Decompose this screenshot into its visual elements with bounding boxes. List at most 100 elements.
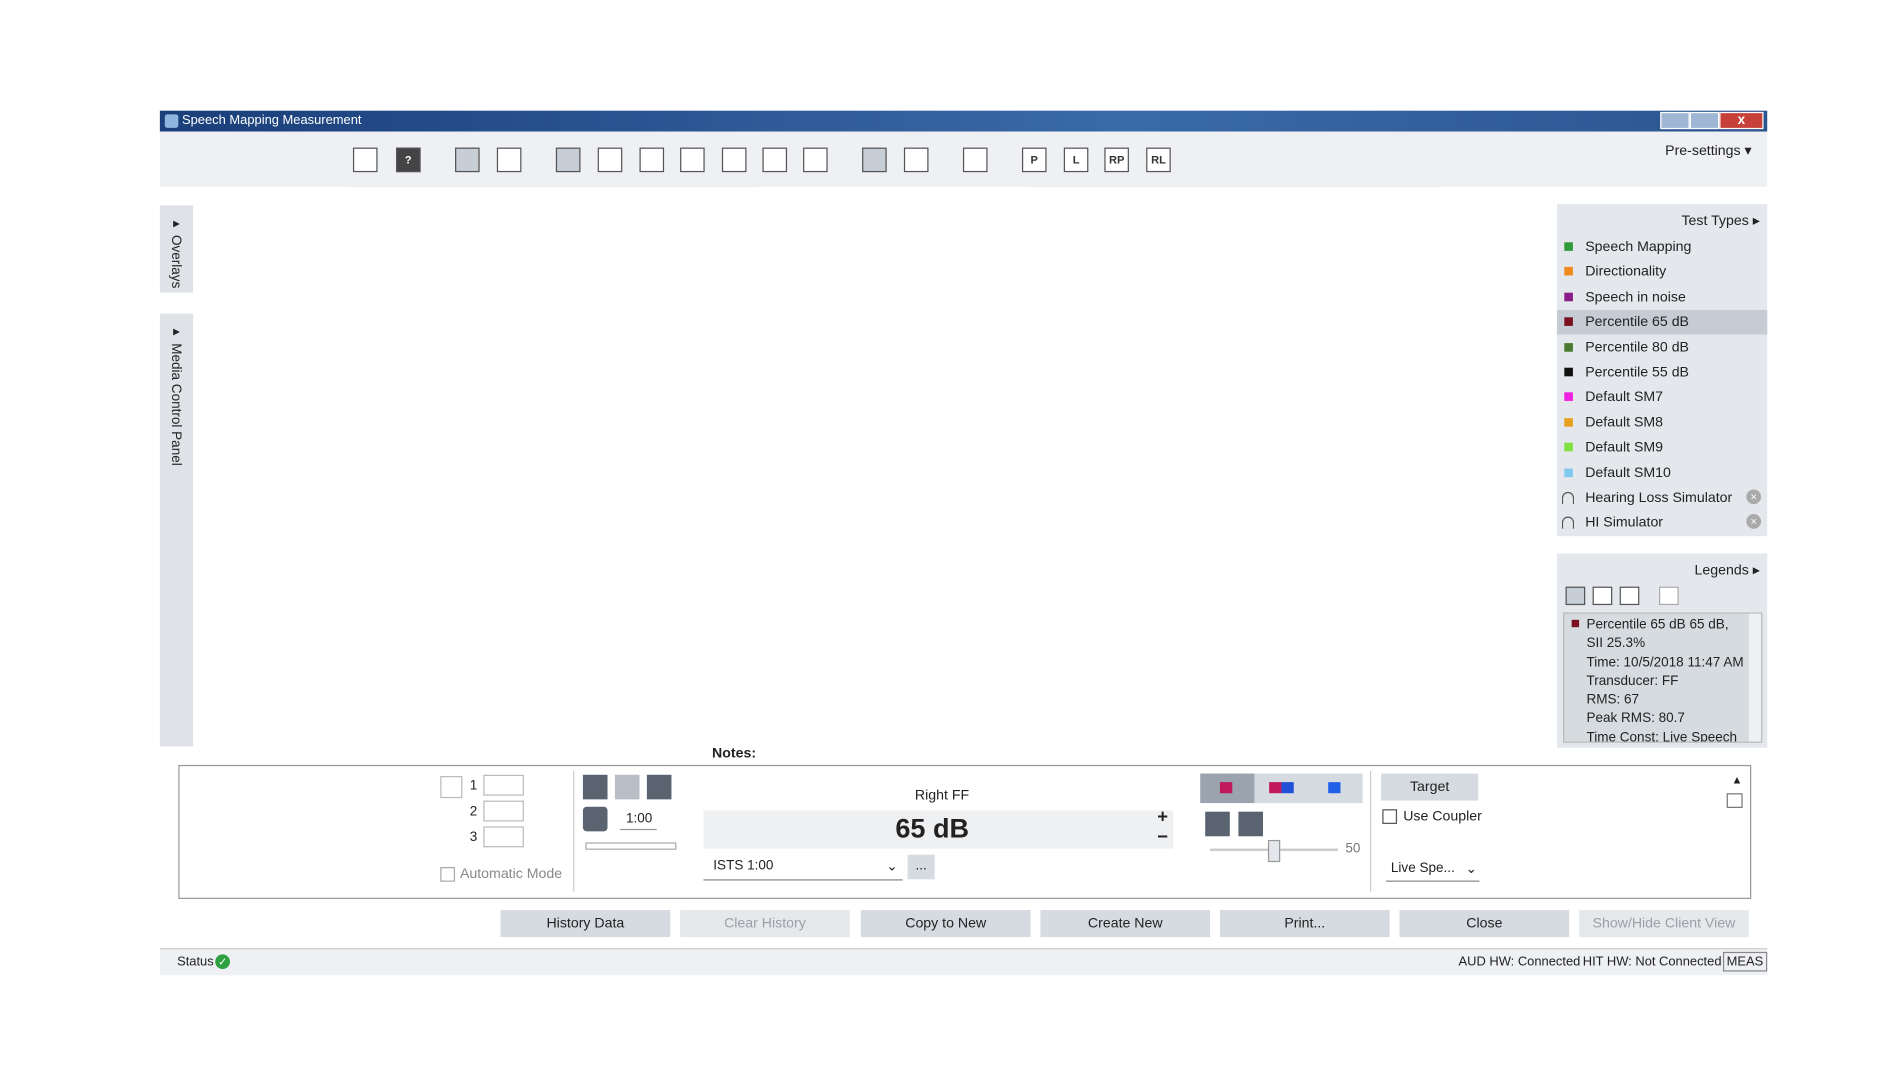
presettings-label: Pre-settings [1665,143,1741,159]
toolbar-button[interactable]: ? [395,147,421,173]
test-type-label: Speech Mapping [1585,239,1692,255]
action-button[interactable]: Copy to New [860,910,1031,938]
toolbar-button[interactable]: L [1063,147,1089,173]
live-dropdown[interactable]: Live Spe... ⌄ [1385,860,1480,882]
collapse-arrow[interactable]: ▲ [1731,773,1743,786]
action-button[interactable]: History Data [500,910,671,938]
toolbar-button[interactable] [455,147,480,173]
ear-swatch [1269,782,1282,794]
legends-title: Legends [1694,563,1749,579]
level-display: 65 dB + − [703,806,1174,849]
presettings-menu[interactable]: Pre-settings ▾ [1665,143,1752,159]
toolbar-button[interactable] [639,147,665,173]
legend-icon[interactable] [1619,586,1640,606]
remove-icon[interactable]: × [1746,514,1762,530]
automatic-checkbox[interactable] [440,867,456,882]
legend-scrollbar[interactable] [1748,613,1762,742]
test-type-item[interactable]: × Hearing Loss Simulator [1557,486,1767,511]
toolbar-button[interactable] [496,147,522,173]
test-type-label: Default SM7 [1585,390,1664,406]
action-button[interactable]: Close [1399,910,1570,938]
level-minus[interactable]: − [1157,826,1169,848]
media-label: ▸ Media Control Panel [168,323,184,466]
test-type-item[interactable]: Speech Mapping [1557,235,1767,260]
test-types-panel: Test Types ▸ Speech Mapping Directionalit… [1556,204,1768,537]
test-type-item[interactable]: × HI Simulator [1557,511,1767,536]
test-type-item[interactable]: Percentile 80 dB [1557,335,1767,360]
test-type-swatch [1564,442,1573,452]
toolbar-button[interactable] [803,147,828,173]
more-button[interactable]: ... [907,854,935,880]
toolbar-button[interactable] [721,147,747,173]
ear-right-button[interactable] [1200,773,1255,804]
test-type-item[interactable]: Default SM10 [1557,461,1767,486]
record-button[interactable] [646,774,672,800]
toolbar-button[interactable] [178,148,203,173]
test-type-item[interactable]: Directionality [1557,260,1767,285]
signal-dropdown[interactable]: ISTS 1:00 ⌄ [703,855,903,881]
toolbar-button[interactable]: RL [1146,147,1171,173]
toolbar-button[interactable]: RP [1104,147,1129,173]
status-ok-icon: ✓ [215,954,230,970]
test-type-label: Percentile 65 dB [1585,315,1689,330]
detach-icon[interactable] [1726,793,1743,808]
toolbar-button[interactable] [762,147,788,173]
media-text: Media Control Panel [168,343,184,466]
overlays-tab[interactable]: ▸ Overlays [159,205,194,293]
toolbar-button[interactable] [597,147,623,173]
test-type-item[interactable]: Speech in noise [1557,285,1767,310]
slot-field[interactable] [483,800,524,822]
toolbar-button[interactable] [294,148,319,173]
target-button[interactable]: Target [1381,773,1479,801]
signal-value: ISTS 1:00 [713,858,774,874]
remove-icon[interactable]: × [1746,489,1762,505]
media-tab[interactable]: ▸ Media Control Panel [159,313,194,747]
toolbar-button[interactable] [251,148,276,173]
test-type-item[interactable]: Percentile 65 dB [1556,310,1768,335]
toolbar-button[interactable] [555,147,581,173]
legend-text: Percentile 65 dB 65 dB, SII 25.3% Time: 10… [1586,616,1753,741]
ear-swatch [1328,782,1341,794]
maximize-button[interactable] [1689,111,1720,130]
level-plus[interactable]: + [1157,806,1169,828]
toolbar-button[interactable] [903,147,929,173]
undo-level-button[interactable] [1238,811,1264,837]
test-type-item[interactable]: Percentile 55 dB [1557,360,1767,385]
legend-icon[interactable] [1659,586,1679,606]
toolbar-button[interactable] [680,147,705,173]
toolbar-button[interactable] [352,147,378,173]
action-button[interactable]: Clear History [680,910,850,938]
minimize-button[interactable] [1660,111,1690,130]
play-button[interactable] [582,774,608,800]
action-button[interactable]: Create New [1040,910,1211,938]
dropdown-arrow: ⌄ [1465,862,1477,877]
test-types-header[interactable]: Test Types ▸ [1681,213,1760,229]
close-window-button[interactable]: x [1719,111,1764,130]
test-type-item[interactable]: Default SM9 [1557,436,1767,461]
slot-field[interactable] [483,774,524,796]
test-type-label: Default SM8 [1585,415,1664,431]
toolbar-button[interactable]: P [1021,147,1047,173]
stop-button[interactable] [614,774,640,800]
aud-status: AUD HW: Connected [1458,954,1581,970]
legend-icon[interactable] [1565,586,1586,606]
loop-button[interactable] [582,806,608,832]
toolbar-button[interactable] [962,147,988,173]
snapshot-icon[interactable] [440,776,463,799]
test-type-item[interactable]: Default SM7 [1557,385,1767,410]
legend-swatch [1571,619,1580,628]
toolbar-button[interactable] [862,147,887,173]
headphone-button[interactable] [1205,811,1230,837]
status-bar: Status ✓ AUD HW: Connected HIT HW: Not C… [159,948,1768,976]
test-type-item[interactable]: Default SM8 [1557,411,1767,436]
action-button[interactable]: Print... [1219,910,1390,938]
legend-icon[interactable] [1592,586,1613,606]
action-button[interactable]: Show/Hide Client View [1579,910,1749,938]
legends-header[interactable]: Legends ▸ [1694,563,1760,579]
slot-field[interactable] [483,826,524,848]
transducer-label: Right FF [914,788,970,804]
slider-value: 50 [1345,841,1361,856]
slider-thumb[interactable] [1267,839,1281,863]
coupler-checkbox[interactable] [1382,809,1398,824]
